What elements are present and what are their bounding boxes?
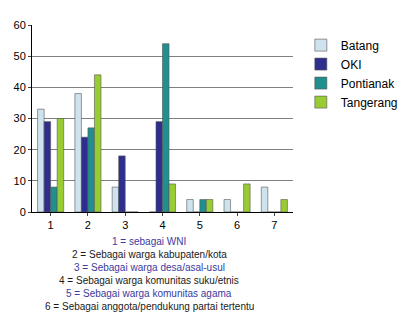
svg-text:60: 60	[14, 19, 26, 31]
svg-text:1: 1	[48, 219, 54, 231]
svg-text:50: 50	[14, 50, 26, 62]
svg-text:30: 30	[14, 112, 26, 124]
svg-text:5: 5	[197, 219, 203, 231]
svg-text:OKI: OKI	[341, 58, 362, 72]
svg-text:2 = Sebagai warga kabupaten/ko: 2 = Sebagai warga kabupaten/kota	[72, 249, 227, 260]
svg-text:5 = Sebagai warga komunitas ag: 5 = Sebagai warga komunitas agama	[66, 288, 232, 299]
svg-text:10: 10	[14, 175, 26, 187]
svg-text:Batang: Batang	[341, 39, 379, 53]
svg-text:0: 0	[20, 206, 26, 218]
svg-text:3: 3	[122, 219, 128, 231]
svg-text:40: 40	[14, 81, 26, 93]
svg-text:6 = Sebagai anggota/pendukung: 6 = Sebagai anggota/pendukung partai ter…	[45, 301, 254, 312]
svg-text:7: 7	[271, 219, 277, 231]
svg-text:2: 2	[85, 219, 91, 231]
svg-text:1 = sebagai WNI: 1 = sebagai WNI	[112, 236, 186, 247]
svg-text:Tangerang: Tangerang	[341, 96, 398, 110]
svg-text:20: 20	[14, 144, 26, 156]
svg-text:6: 6	[234, 219, 240, 231]
svg-text:4: 4	[159, 219, 165, 231]
svg-text:Pontianak: Pontianak	[341, 77, 395, 91]
svg-text:3 = Sebagai warga desa/asal-us: 3 = Sebagai warga desa/asal-usul	[74, 262, 225, 273]
svg-text:4 = Sebagai warga komunitas su: 4 = Sebagai warga komunitas suku/etnis	[59, 275, 239, 286]
